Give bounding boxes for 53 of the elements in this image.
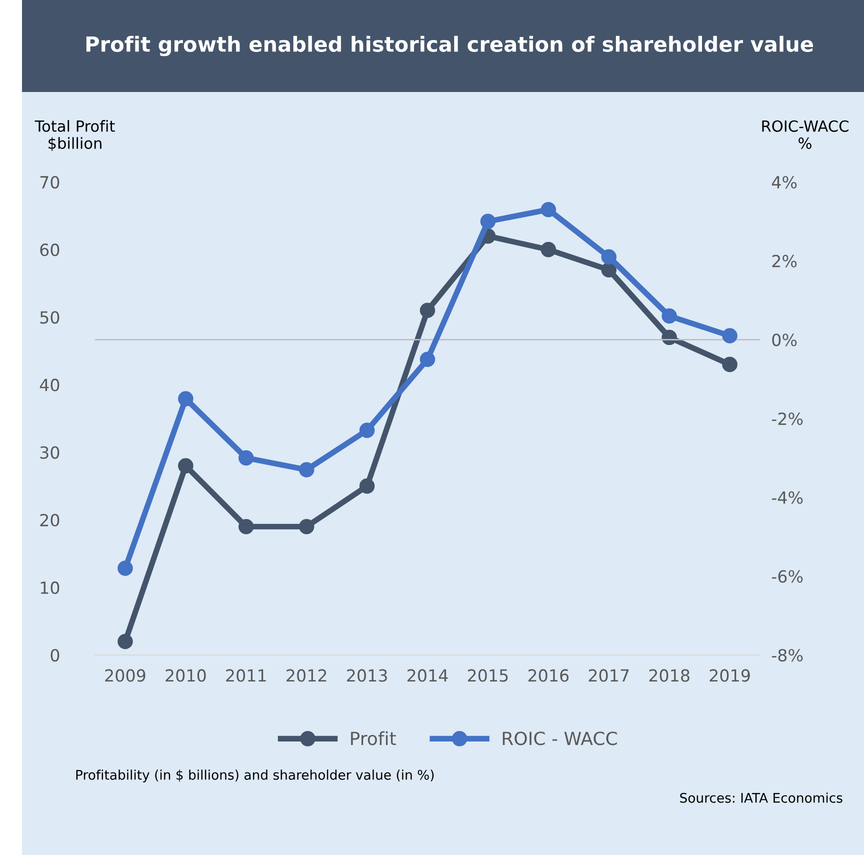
y2-tick-label: -6% <box>772 570 803 583</box>
legend-label: ROIC - WACC <box>502 732 617 746</box>
y2-tick-label: -8% <box>772 648 803 662</box>
point <box>298 518 314 534</box>
point <box>420 302 436 318</box>
x-tick-label: 2009 <box>105 669 146 682</box>
point <box>480 214 496 230</box>
x-tick-label: 2015 <box>468 669 508 682</box>
point <box>118 560 133 576</box>
x-tick-label: 2010 <box>166 669 206 682</box>
y-axis-title: Total Profit $billion <box>34 120 115 152</box>
x-tick-label: 2011 <box>226 669 266 682</box>
point <box>722 328 738 344</box>
point <box>540 242 556 258</box>
point <box>118 634 133 650</box>
point <box>722 356 738 372</box>
point <box>540 202 556 218</box>
legend-label: Profit <box>351 731 396 746</box>
y2-tick-label: 4% <box>772 176 797 189</box>
y-tick-label: 10 <box>40 581 60 594</box>
point <box>298 462 314 478</box>
y-tick-label: 20 <box>40 514 60 526</box>
point <box>178 391 194 406</box>
text: Profitability (in $ billions) and shareholder value (in %) <box>76 770 434 782</box>
chart-title: Profit growth enabled historical creation of shareholder value <box>86 36 814 56</box>
x-tick-label: 2019 <box>710 669 750 682</box>
point <box>662 308 677 324</box>
y2-tick-label: 0% <box>772 334 797 346</box>
y2-tick-label: 2% <box>772 254 797 268</box>
x-tick-label: 2018 <box>649 669 690 682</box>
x-tick-label: 2012 <box>286 669 326 682</box>
x-tick-label: 2014 <box>408 669 448 682</box>
y-tick-label: 60 <box>40 244 60 256</box>
point <box>238 450 254 466</box>
y2-axis-title: ROIC-WACC % <box>762 120 848 149</box>
point <box>359 422 375 438</box>
point <box>178 458 194 474</box>
y-tick-label: 0 <box>50 648 60 662</box>
y2-tick-label: -4% <box>772 491 803 504</box>
point <box>601 262 617 278</box>
point <box>420 352 436 368</box>
y2-tick-label: -2% <box>772 412 803 426</box>
y-tick-label: 70 <box>40 176 60 189</box>
point <box>601 249 617 265</box>
y-tick-label: 50 <box>40 311 60 324</box>
y-tick-label: 40 <box>40 378 60 392</box>
point <box>359 478 375 494</box>
source-note: Sources: IATA Economics <box>680 792 842 803</box>
point <box>238 518 254 534</box>
x-tick-label: 2013 <box>347 669 387 682</box>
x-tick-label: 2016 <box>528 669 569 682</box>
x-tick-label: 2017 <box>588 669 629 682</box>
y-tick-label: 30 <box>40 446 60 459</box>
